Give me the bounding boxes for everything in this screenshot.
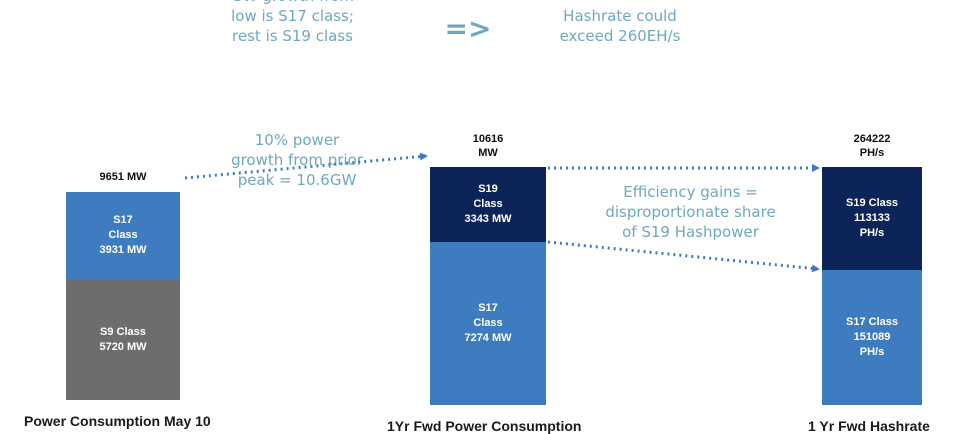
bar-total-fwd-hashrate: 264222 PH/s [853, 133, 891, 159]
arrow-fwd-power-mid-to-hashrate [547, 240, 820, 273]
bar-segment-s17-fwd-hashrate: S17 Class 151089 PH/s [822, 270, 922, 405]
efficiency-note: Efficiency gains = disproportionate shar… [605, 183, 776, 241]
assumption-note: GW growth from low is S17 class; rest is… [231, 0, 354, 45]
power-growth-note: 10% power growth from prior peak = 10.6G… [231, 131, 363, 189]
bar-segment-s19-fwd-hashrate: S19 Class 113133 PH/s [822, 167, 922, 270]
bar-total-may10: 9651 MW [99, 171, 147, 183]
conclusion-note: Hashrate could exceed 260EH/s [559, 7, 681, 45]
category-label-may10: Power Consumption May 10 [24, 413, 211, 429]
bar-total-fwd-power: 10616 MW [472, 133, 504, 159]
implies-arrow-text: => [444, 12, 492, 45]
arrow-may10-to-fwd-power [184, 152, 428, 180]
bar-segment-s17-fwd-power: S17 Class 7274 MW [430, 242, 546, 405]
bar-segment-s9-may10: S9 Class 5720 MW [66, 279, 180, 400]
bar-segment-s19-fwd-power: S19 Class 3343 MW [430, 167, 546, 242]
category-label-fwd-hashrate: 1 Yr Fwd Hashrate [808, 418, 930, 434]
bar-segment-s17-may10: S17 Class 3931 MW [66, 192, 180, 279]
category-label-fwd-power: 1Yr Fwd Power Consumption [387, 418, 582, 434]
